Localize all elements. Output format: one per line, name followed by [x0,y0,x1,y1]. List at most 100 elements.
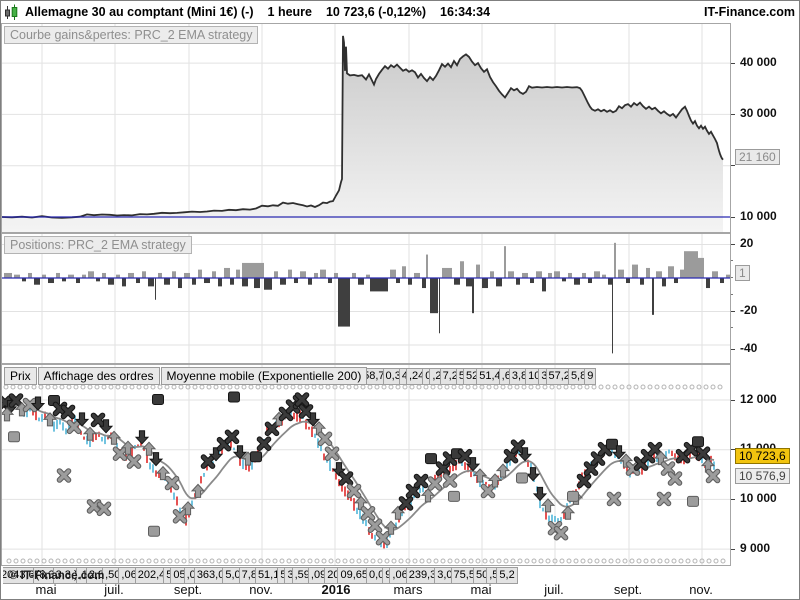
trade-marker-gray-arrow-up [180,501,196,516]
order-price-chip: 75,5 [450,567,478,584]
date-tick-label: nov. [689,582,713,597]
axis-label-bold: 10 000 [740,491,777,505]
trade-marker-gray-arrow-up [618,453,634,468]
brand-label: IT-Finance.com [704,5,795,19]
date-tick-label: sept. [173,582,203,597]
trade-marker-dark-cross [264,421,280,437]
trade-marker-dark-square [250,451,262,463]
timeframe-label: 1 heure [267,5,312,19]
trade-marker-gray-cross [172,509,188,524]
trade-marker-dark-cross [576,473,592,489]
trade-marker-gray-arrow-up [120,440,136,455]
trade-marker-dark-cross [457,448,473,464]
axis-label: 10 000 [740,209,777,223]
trade-marker-dark-cross [256,436,272,451]
equity-panel-label[interactable]: Courbe gains&pertes: PRC_2 EMA strategy [4,26,259,44]
instrument-title: Allemagne 30 au comptant (Mini 1€) (-) [25,5,254,19]
order-price-chip: 5,8 [567,368,590,385]
trade-marker-gray-arrow-up [190,483,206,498]
equity-y-axis: 40 000 30 000 10 000 21 160 [731,23,799,233]
trade-marker-gray-cross [96,501,112,517]
trade-marker-gray-arrow-up [383,520,399,535]
trade-marker-dark-arrow-down [611,445,627,460]
trade-marker-gray-cross [66,419,82,435]
trade-marker-gray-arrow-up [106,430,122,445]
trade-marker-gray-cross [56,468,72,483]
price-panel-tabs: Prix Affichage des ordres Moyenne mobile (… [4,367,368,385]
axis-label: -40 [740,341,758,355]
trade-marker-gray-arrow-up [540,498,556,513]
trade-marker-dark-square [692,436,704,448]
order-price-chip: 7,2 [439,368,461,385]
price-tab-0[interactable]: Prix [4,367,37,385]
trade-marker-gray-arrow-up [495,463,511,478]
trade-marker-gray-arrow-up [155,465,171,481]
trade-marker-dark-square [152,394,164,405]
order-label-chips-top: 158,7 0,3 4,24 0,2 7,2 5 52 51,4,6 3,8 10 3 57,2 5,8… [359,368,730,385]
order-price-chip: ,09 [307,567,330,584]
trade-marker-gray-square [687,495,699,507]
trade-marker-dark-arrow-down [517,447,533,462]
order-price-chip: ,06 [118,567,140,584]
trade-marker-gray-cross [317,431,333,447]
date-tick-label: mars [393,582,423,597]
trade-marker-dark-arrow-down [148,452,164,467]
date-tick-label: juil. [544,582,564,597]
order-price-chip: 3,3,) [52,567,81,584]
order-price-chip: 202,4 [134,567,169,584]
axis-tick [731,549,735,550]
axis-label: 20 [740,236,754,250]
trade-marker-dark-arrow-down [134,430,150,445]
price-tab-1[interactable]: Affichage des ordres [37,367,160,385]
positions-panel[interactable]: Positions: PRC_2 EMA strategy [1,233,731,364]
axis-minor-tick [731,260,733,261]
trade-marker-gray-arrow-up [560,505,576,520]
trade-marker-gray-cross [375,530,391,546]
trade-marker-dark-square [228,391,240,403]
trade-marker-gray-cross [346,483,362,499]
order-price-chip: 51,4 [476,368,504,385]
trade-marker-dark-arrow-down [465,457,481,472]
axis-minor-tick [731,277,733,278]
trade-marker-dark-arrow-down [98,419,114,434]
trade-marker-dark-cross [298,404,314,419]
order-price-chip: 0,0 [365,567,388,584]
trade-marker-dark-cross [510,439,526,454]
order-price-chip: 9 [584,368,597,385]
trade-marker-gray-cross [606,491,622,507]
price-panel[interactable]: Prix Affichage des ordres Moyenne mobile (… [1,364,731,566]
bottom-axis-strip: 2043,6 (8,3 3,3,) ,1 2,8,50,06 202,4 5 05,0 363,… [1,566,799,599]
trade-marker-dark-cross [640,448,656,464]
order-price-chip: ,06 [389,567,411,584]
trade-marker-gray-cross [112,446,128,461]
positions-panel-label[interactable]: Positions: PRC_2 EMA strategy [4,236,192,254]
equity-curve-chart[interactable] [2,24,730,232]
order-price-chip: 3,0 [434,567,456,584]
trade-marker-gray-cross [360,506,376,521]
trade-marker-dark-cross [60,404,76,420]
axis-minor-tick [731,327,733,328]
trade-marker-dark-cross [398,496,414,511]
trade-marker-gray-cross [442,473,458,488]
candlestick-icon [4,4,19,21]
order-price-chip: 7,8 [238,567,260,584]
price-tab-2[interactable]: Moyenne mobile (Exponentielle 200) [160,367,368,385]
order-price-chip: 5,2 [496,567,518,584]
date-tick-label: 2016 [321,582,351,597]
trade-marker-dark-square [425,453,437,465]
trade-marker-gray-cross [324,446,340,461]
price-chart[interactable] [2,365,730,565]
axis-value-box: 21 160 [735,149,780,165]
order-price-chip: 363,0 [193,567,228,584]
equity-curve-panel[interactable]: Courbe gains&pertes: PRC_2 EMA strategy [1,23,731,233]
date-tick-label: nov. [249,582,273,597]
trade-marker-dark-cross [294,392,310,407]
positions-chart[interactable] [2,234,730,363]
trade-marker-gray-cross [22,397,38,413]
trade-marker-gray-cross [164,475,180,491]
axis-tick [731,217,735,218]
trade-marker-dark-arrow-down [532,486,548,502]
axis-value-box: 1 [735,265,750,281]
